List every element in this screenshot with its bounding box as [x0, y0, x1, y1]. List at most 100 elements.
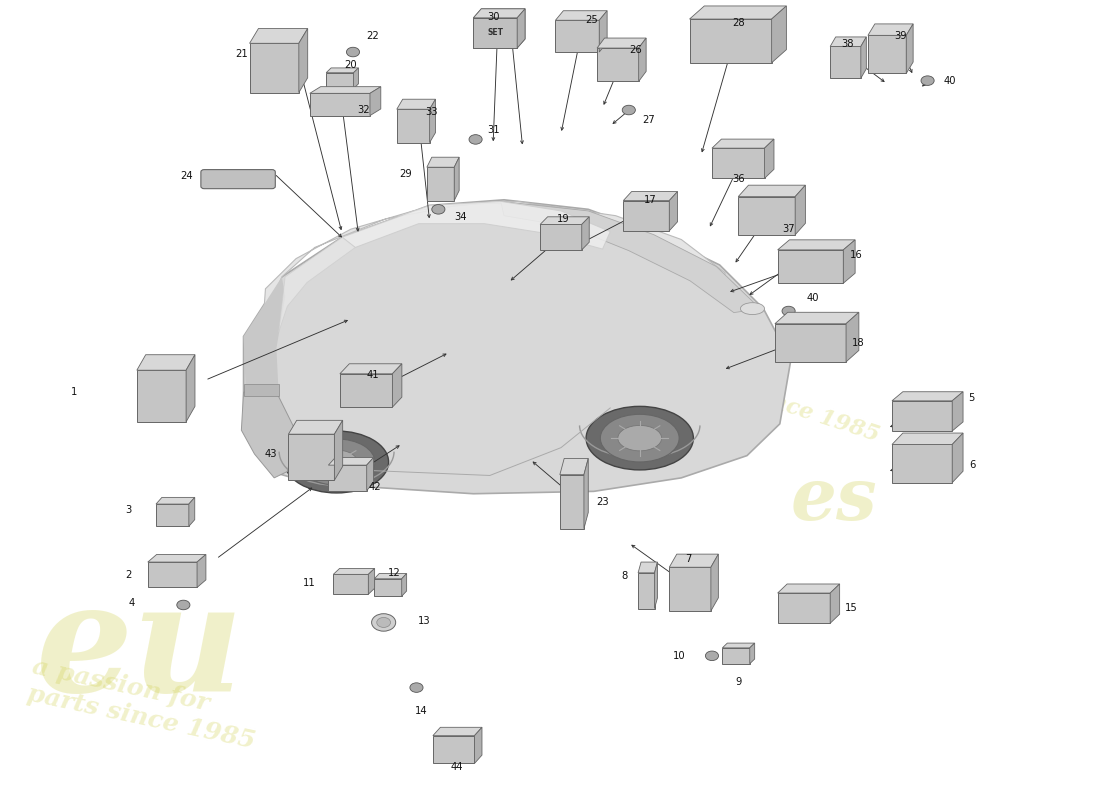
Text: 37: 37 [782, 224, 795, 234]
Polygon shape [953, 392, 962, 431]
Polygon shape [639, 38, 646, 82]
Text: 25: 25 [585, 15, 598, 26]
Text: 13: 13 [418, 616, 430, 626]
FancyBboxPatch shape [374, 578, 401, 596]
Polygon shape [136, 354, 195, 370]
FancyBboxPatch shape [556, 20, 600, 52]
Text: 5: 5 [968, 394, 975, 403]
FancyBboxPatch shape [892, 445, 953, 482]
FancyBboxPatch shape [327, 73, 353, 89]
Text: 7: 7 [684, 554, 691, 564]
FancyBboxPatch shape [473, 18, 517, 48]
FancyBboxPatch shape [560, 474, 584, 529]
Text: since 1985: since 1985 [747, 384, 882, 446]
Polygon shape [774, 312, 859, 324]
Polygon shape [473, 9, 525, 18]
Circle shape [346, 47, 360, 57]
Polygon shape [278, 237, 355, 333]
Circle shape [782, 306, 795, 316]
Circle shape [372, 614, 396, 631]
Polygon shape [250, 29, 308, 43]
Polygon shape [243, 277, 287, 432]
FancyBboxPatch shape [473, 18, 517, 48]
FancyBboxPatch shape [738, 197, 795, 234]
Polygon shape [582, 217, 590, 250]
Polygon shape [342, 202, 610, 249]
Text: 42: 42 [368, 482, 382, 492]
Polygon shape [844, 240, 855, 283]
FancyBboxPatch shape [723, 648, 750, 664]
FancyBboxPatch shape [156, 504, 189, 526]
Polygon shape [299, 29, 308, 93]
FancyBboxPatch shape [892, 401, 953, 431]
FancyBboxPatch shape [778, 250, 844, 283]
Polygon shape [597, 38, 646, 48]
Polygon shape [454, 158, 459, 201]
Polygon shape [368, 569, 375, 594]
Text: 40: 40 [806, 294, 818, 303]
Text: 21: 21 [235, 50, 248, 59]
FancyBboxPatch shape [638, 573, 654, 609]
Text: 2: 2 [125, 570, 132, 580]
Text: 12: 12 [388, 568, 401, 578]
Polygon shape [334, 420, 343, 480]
Text: 38: 38 [842, 39, 854, 49]
Text: 14: 14 [415, 706, 427, 717]
Polygon shape [333, 569, 375, 574]
Text: 17: 17 [645, 194, 657, 205]
Polygon shape [374, 574, 407, 578]
Polygon shape [560, 458, 588, 474]
Polygon shape [156, 498, 195, 504]
Text: 10: 10 [673, 651, 685, 661]
Polygon shape [868, 24, 913, 35]
Text: 20: 20 [344, 60, 358, 70]
Text: 28: 28 [732, 18, 745, 28]
Polygon shape [433, 727, 482, 736]
Text: 31: 31 [487, 125, 499, 135]
Polygon shape [738, 185, 805, 197]
FancyBboxPatch shape [540, 225, 582, 250]
Circle shape [705, 651, 718, 661]
Text: 19: 19 [557, 214, 570, 224]
Text: 40: 40 [943, 76, 956, 86]
Polygon shape [263, 202, 725, 321]
Polygon shape [517, 9, 525, 48]
Polygon shape [310, 86, 381, 94]
Polygon shape [750, 643, 755, 664]
FancyBboxPatch shape [427, 167, 454, 201]
Polygon shape [147, 554, 206, 562]
Polygon shape [189, 498, 195, 526]
Polygon shape [584, 458, 588, 529]
Ellipse shape [316, 450, 358, 474]
Polygon shape [474, 727, 482, 763]
FancyBboxPatch shape [624, 201, 669, 230]
Ellipse shape [618, 426, 661, 451]
Text: 9: 9 [735, 677, 741, 687]
Polygon shape [711, 554, 718, 611]
Polygon shape [393, 364, 402, 407]
Polygon shape [638, 562, 658, 573]
FancyBboxPatch shape [250, 43, 299, 93]
Text: 34: 34 [454, 212, 466, 222]
Polygon shape [197, 554, 206, 587]
Text: 41: 41 [366, 370, 379, 379]
FancyBboxPatch shape [147, 562, 197, 587]
Polygon shape [723, 643, 755, 648]
Text: 4: 4 [129, 598, 135, 607]
Text: 36: 36 [732, 174, 745, 184]
Polygon shape [366, 458, 374, 490]
Polygon shape [353, 68, 359, 89]
Polygon shape [712, 139, 774, 148]
Polygon shape [906, 24, 913, 74]
Polygon shape [669, 554, 718, 567]
Polygon shape [778, 584, 839, 593]
FancyBboxPatch shape [136, 370, 186, 422]
Polygon shape [327, 68, 359, 73]
Polygon shape [600, 10, 607, 52]
Polygon shape [186, 354, 195, 422]
Polygon shape [690, 6, 786, 19]
Text: 26: 26 [629, 46, 641, 55]
Polygon shape [288, 420, 343, 434]
Text: 24: 24 [180, 171, 192, 181]
Text: 6: 6 [969, 460, 976, 470]
